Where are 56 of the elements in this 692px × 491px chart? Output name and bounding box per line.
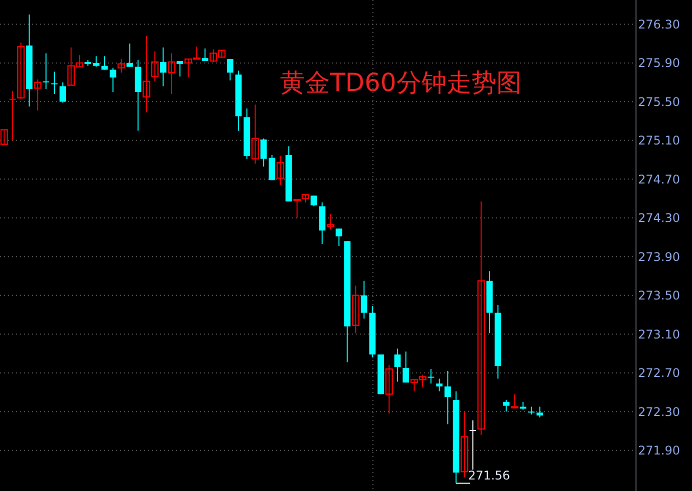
y-tick-label: 274.30 bbox=[638, 211, 680, 226]
candlestick bbox=[251, 104, 260, 164]
candlestick bbox=[460, 411, 468, 478]
candlestick bbox=[126, 43, 133, 68]
candlestick bbox=[9, 90, 16, 141]
candlestick bbox=[118, 58, 126, 74]
y-tick-label: 272.30 bbox=[638, 404, 680, 419]
candlestick bbox=[0, 129, 8, 145]
candlestick bbox=[536, 406, 543, 418]
y-tick-label: 274.70 bbox=[638, 172, 680, 186]
candlestick bbox=[352, 285, 360, 334]
candlestick bbox=[168, 52, 176, 94]
candlestick bbox=[428, 368, 434, 384]
candlestick bbox=[160, 46, 166, 87]
y-tick-label: 271.90 bbox=[638, 444, 680, 458]
candlestick bbox=[470, 420, 476, 470]
candlestick bbox=[51, 71, 58, 94]
candlestick bbox=[34, 78, 42, 111]
candlestick bbox=[101, 56, 108, 70]
candlestick bbox=[402, 351, 410, 384]
candlestick bbox=[176, 60, 184, 78]
y-tick-label: 273.10 bbox=[638, 327, 680, 342]
candlestick bbox=[226, 58, 234, 81]
candlestick bbox=[326, 214, 334, 230]
candlestick bbox=[42, 52, 50, 90]
candlestick bbox=[444, 370, 451, 425]
candlestick bbox=[17, 42, 25, 100]
y-tick-label: 272.70 bbox=[638, 366, 680, 380]
candlestick bbox=[336, 228, 342, 246]
y-tick-label: 276.30 bbox=[638, 17, 680, 32]
candlestick bbox=[385, 364, 393, 414]
candlestick bbox=[151, 50, 159, 82]
candlestick bbox=[268, 154, 276, 181]
candlestick bbox=[260, 138, 267, 168]
y-tick-label: 273.90 bbox=[638, 250, 680, 264]
candlestick bbox=[60, 82, 66, 104]
candlestick bbox=[310, 195, 318, 207]
annotation: 271.56 bbox=[468, 468, 510, 482]
text: 黄金TD60分钟走势图 bbox=[280, 68, 522, 97]
y-tick-label: 275.90 bbox=[638, 56, 680, 70]
candlestick bbox=[110, 67, 116, 92]
candlestick bbox=[276, 155, 284, 186]
candlestick bbox=[477, 200, 485, 436]
candlestick bbox=[360, 280, 368, 320]
y-tick-label: 275.50 bbox=[638, 94, 680, 109]
candlestick bbox=[202, 48, 208, 62]
candlestick bbox=[142, 35, 150, 113]
candlestick bbox=[436, 378, 443, 392]
candlestick bbox=[528, 406, 535, 415]
candlestick bbox=[510, 394, 518, 408]
y-tick-label: 273.50 bbox=[638, 288, 680, 303]
candlestick bbox=[93, 56, 100, 68]
candlestick bbox=[503, 399, 510, 412]
y-tick-label: 275.10 bbox=[638, 134, 680, 148]
candlestick bbox=[293, 198, 301, 218]
candlestick bbox=[394, 348, 401, 382]
